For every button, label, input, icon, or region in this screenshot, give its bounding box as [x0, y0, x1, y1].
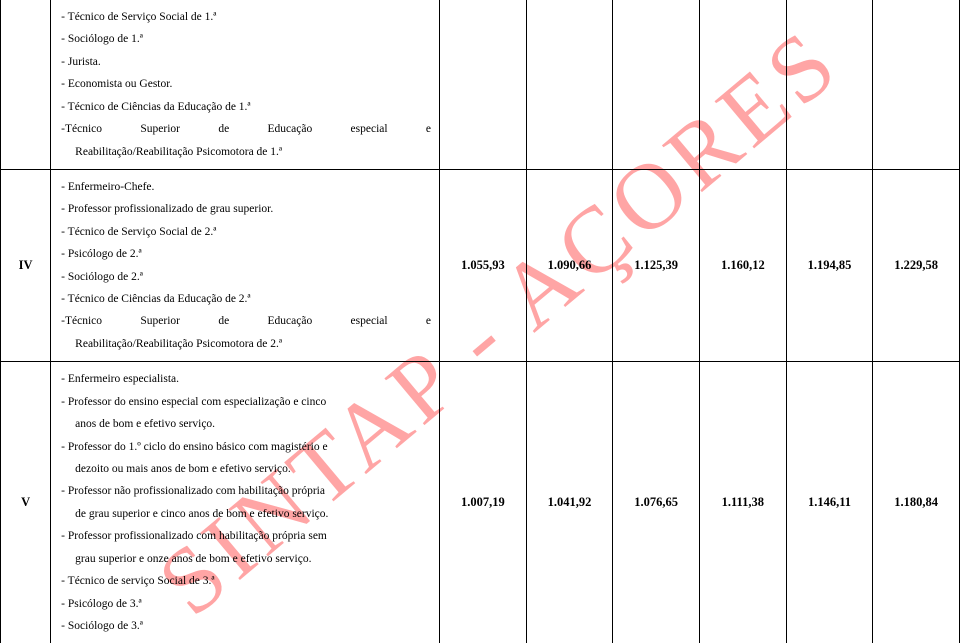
row-num: [440, 0, 527, 169]
table-row: V - Enfermeiro especialista.- Professor …: [1, 362, 960, 644]
row-num: 1.229,58: [873, 169, 960, 361]
row-desc: - Técnico de Serviço Social de 1.ª- Soci…: [51, 0, 440, 169]
row-num: 1.146,11: [786, 362, 873, 644]
row-desc: - Enfermeiro-Chefe.- Professor profissio…: [51, 169, 440, 361]
row-num: 1.076,65: [613, 362, 700, 644]
row-index: V: [1, 362, 51, 644]
row-num: [526, 0, 613, 169]
table-body: - Técnico de Serviço Social de 1.ª- Soci…: [1, 0, 960, 643]
row-num: [786, 0, 873, 169]
row-num: [613, 0, 700, 169]
row-num: 1.125,39: [613, 169, 700, 361]
row-num: 1.041,92: [526, 362, 613, 644]
table-row: - Técnico de Serviço Social de 1.ª- Soci…: [1, 0, 960, 169]
row-index: IV: [1, 169, 51, 361]
row-num: 1.194,85: [786, 169, 873, 361]
row-index: [1, 0, 51, 169]
row-num: 1.160,12: [699, 169, 786, 361]
row-num: 1.007,19: [440, 362, 527, 644]
row-num: 1.180,84: [873, 362, 960, 644]
row-num: 1.111,38: [699, 362, 786, 644]
table-row: IV - Enfermeiro-Chefe.- Professor profis…: [1, 169, 960, 361]
row-num: 1.055,93: [440, 169, 527, 361]
row-num: 1.090,66: [526, 169, 613, 361]
row-num: [873, 0, 960, 169]
salary-table: - Técnico de Serviço Social de 1.ª- Soci…: [0, 0, 960, 643]
row-num: [699, 0, 786, 169]
row-desc: - Enfermeiro especialista.- Professor do…: [51, 362, 440, 644]
